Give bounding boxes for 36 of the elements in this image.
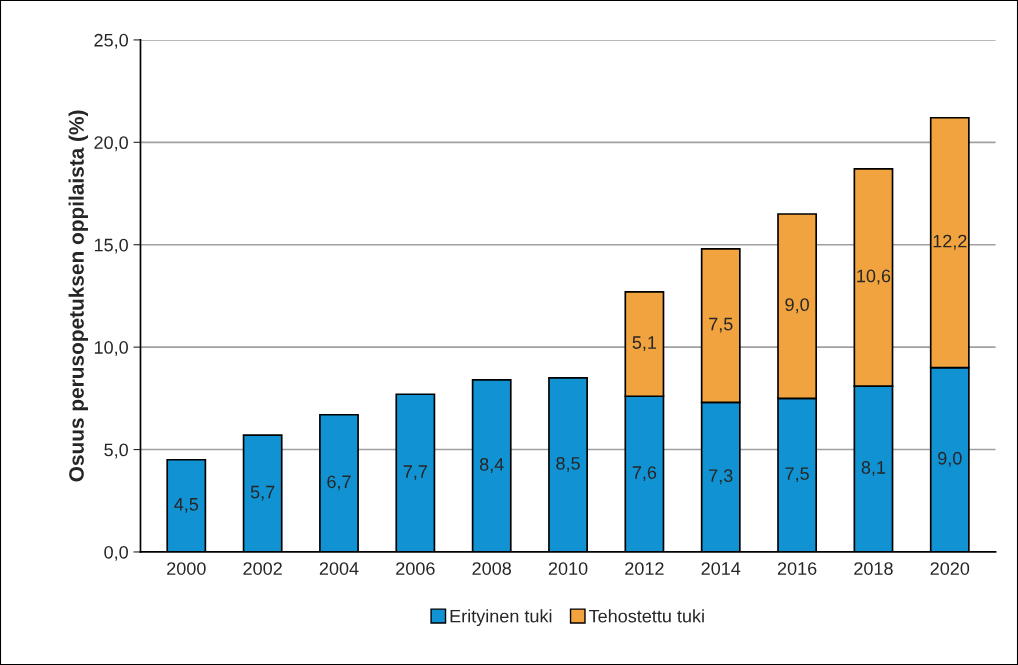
legend-label: Tehostettu tuki (589, 609, 704, 623)
data-label: 10,6 (857, 269, 891, 285)
data-label: 12,2 (933, 234, 967, 250)
y-tick-label: 25,0 (94, 33, 128, 49)
legend-label: Erityinen tuki (450, 609, 552, 627)
x-tick-label: 2004 (319, 562, 359, 575)
x-tick-label: 2012 (625, 562, 664, 575)
x-tick-label: 2010 (548, 562, 588, 575)
data-label: 7,7 (403, 465, 427, 481)
x-tick-label: 2016 (777, 562, 817, 575)
data-label: 7,5 (785, 467, 809, 483)
y-axis-title: Osuus perusopetuksen oppilaista (%) (68, 110, 88, 482)
data-label: 7,6 (632, 466, 657, 482)
x-tick-label: 2008 (472, 562, 511, 575)
data-label: 4,5 (174, 498, 199, 513)
data-label: 7,5 (709, 317, 733, 333)
y-tick-label: 20,0 (94, 136, 128, 152)
data-label: 7,3 (709, 469, 733, 485)
x-tick-label: 2020 (930, 562, 970, 575)
data-label: 8,4 (479, 457, 504, 473)
data-label: 9,0 (938, 451, 962, 467)
x-tick-label: 2014 (701, 562, 741, 575)
y-tick-label: 15,0 (94, 238, 128, 254)
data-label: 5,7 (250, 485, 275, 501)
x-tick-label: 2002 (243, 562, 282, 575)
x-tick-label: 2000 (167, 562, 206, 575)
data-label: 5,1 (632, 336, 657, 352)
x-tick-label: 2006 (396, 562, 435, 575)
data-label: 9,0 (785, 298, 809, 314)
y-tick-label: 10,0 (94, 341, 128, 356)
x-tick-label: 2018 (854, 562, 893, 575)
data-label: 8,5 (556, 456, 580, 472)
data-label: 6,7 (327, 475, 351, 491)
data-label: 8,1 (861, 461, 886, 476)
y-tick-label: 5,0 (104, 443, 128, 459)
y-tick-label: 0,0 (104, 545, 128, 561)
